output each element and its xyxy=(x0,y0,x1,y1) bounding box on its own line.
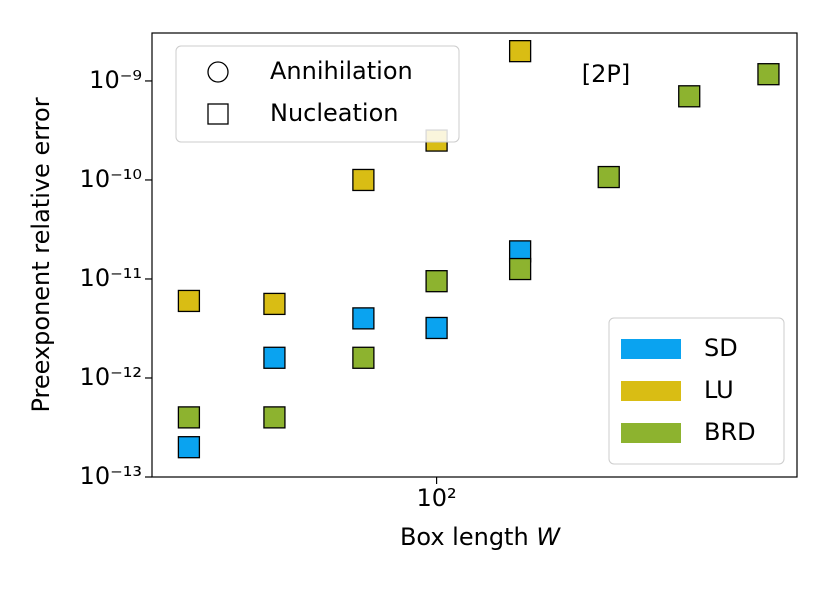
legend-marker xyxy=(207,103,229,125)
y-tick-label: 10⁻¹² xyxy=(80,363,142,391)
plot-frame xyxy=(151,32,798,478)
y-tick-label: 10⁻¹¹ xyxy=(80,264,142,292)
point xyxy=(177,289,201,313)
legend-label: LU xyxy=(704,376,734,404)
legend-label: SD xyxy=(704,334,738,362)
legend-label: Nucleation xyxy=(270,99,398,127)
legend-swatch xyxy=(621,381,681,401)
legend-marker xyxy=(207,61,229,83)
point xyxy=(508,257,532,281)
point xyxy=(352,307,375,330)
legend-swatch xyxy=(621,423,681,443)
y-tick-label: 10⁻¹³ xyxy=(80,462,142,490)
point xyxy=(263,292,286,316)
x-tick-label: 10² xyxy=(417,484,457,512)
x-axis-label: Box length W xyxy=(400,523,561,551)
point xyxy=(263,406,286,429)
point xyxy=(425,270,448,293)
legend-box xyxy=(175,45,460,143)
point xyxy=(263,346,286,369)
annotation: [2P] xyxy=(582,60,630,88)
y-tick-label: 10⁻⁹ xyxy=(89,66,142,94)
y-axis-label: Preexponent relative error xyxy=(27,97,55,412)
point xyxy=(352,168,375,192)
point xyxy=(425,316,448,340)
legend-label: Annihilation xyxy=(270,57,413,85)
point xyxy=(177,436,201,459)
legend-swatch xyxy=(621,339,681,359)
point xyxy=(352,346,375,369)
color-legend: SD LU BRD xyxy=(608,317,785,465)
point xyxy=(597,165,620,189)
legend-label: BRD xyxy=(704,418,756,446)
marker-legend: Annihilation Nucleation xyxy=(175,45,460,143)
point xyxy=(177,406,201,429)
point xyxy=(508,39,532,63)
point xyxy=(757,63,780,86)
point xyxy=(678,85,701,108)
y-tick-label: 10⁻¹⁰ xyxy=(80,165,142,193)
